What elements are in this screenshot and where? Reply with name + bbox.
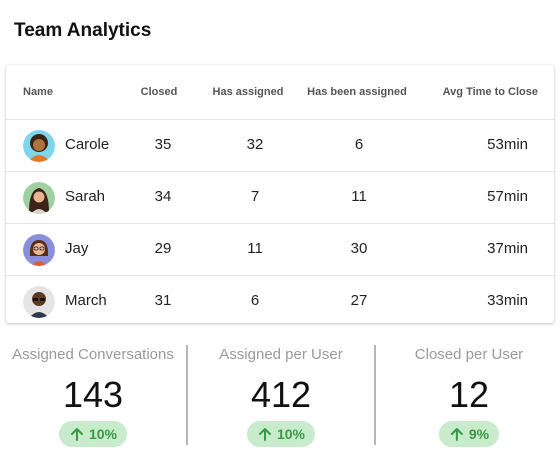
col-avg-time[interactable]: Avg Time to Close bbox=[442, 86, 538, 98]
change-badge: 10% bbox=[246, 421, 316, 447]
stat-label: Assigned Conversations bbox=[12, 346, 174, 363]
stat-closed-per-user: Closed per User 12 9% bbox=[376, 332, 560, 462]
row-has-been-assigned: 11 bbox=[351, 188, 367, 205]
stat-assigned-conversations: Assigned Conversations 143 10% bbox=[0, 332, 186, 462]
stat-label: Closed per User bbox=[414, 346, 524, 363]
row-name: Jay bbox=[65, 240, 89, 257]
row-avg-time: 33min bbox=[487, 292, 528, 309]
row-has-assigned: 11 bbox=[247, 240, 263, 257]
row-has-been-assigned: 27 bbox=[350, 292, 368, 309]
row-closed: 35 bbox=[154, 136, 172, 153]
row-name: Carole bbox=[65, 136, 110, 153]
divider bbox=[374, 345, 376, 445]
table-row[interactable]: Jay 29 11 30 37min bbox=[6, 224, 554, 276]
col-has-been-assigned[interactable]: Has been assigned bbox=[307, 86, 407, 98]
row-name: March bbox=[65, 292, 107, 309]
row-name: Sarah bbox=[65, 188, 106, 205]
table-header: Name Closed Has assigned Has been assign… bbox=[6, 65, 554, 120]
row-avg-time: 37min bbox=[487, 240, 528, 257]
col-name[interactable]: Name bbox=[23, 86, 53, 98]
arrow-up-icon bbox=[70, 428, 83, 441]
row-closed: 29 bbox=[154, 240, 172, 257]
arrow-up-icon bbox=[450, 428, 463, 441]
row-avg-time: 53min bbox=[487, 136, 528, 153]
avatar bbox=[23, 234, 55, 266]
team-table: Name Closed Has assigned Has been assign… bbox=[6, 65, 554, 323]
stat-value: 143 bbox=[62, 374, 124, 415]
row-closed: 31 bbox=[154, 292, 172, 309]
table-row[interactable]: Carole 35 32 6 53min bbox=[6, 120, 554, 172]
change-badge: 10% bbox=[58, 421, 128, 447]
row-has-been-assigned: 30 bbox=[350, 240, 368, 257]
table-row[interactable]: March 31 6 27 33min bbox=[6, 276, 554, 328]
change-badge: 9% bbox=[438, 421, 500, 447]
avatar bbox=[23, 130, 55, 162]
row-has-assigned: 7 bbox=[250, 188, 260, 205]
row-has-assigned: 32 bbox=[246, 136, 264, 153]
stat-label: Assigned per User bbox=[219, 346, 343, 363]
col-closed[interactable]: Closed bbox=[140, 86, 178, 98]
row-avg-time: 57min bbox=[487, 188, 528, 205]
col-has-assigned[interactable]: Has assigned bbox=[212, 86, 284, 98]
table-row[interactable]: Sarah 34 7 11 57min bbox=[6, 172, 554, 224]
change-value: 10% bbox=[88, 426, 118, 442]
stat-assigned-per-user: Assigned per User 412 10% bbox=[188, 332, 374, 462]
row-has-been-assigned: 6 bbox=[354, 136, 364, 153]
row-closed: 34 bbox=[154, 188, 172, 205]
change-value: 10% bbox=[276, 426, 306, 442]
divider bbox=[186, 345, 188, 445]
row-has-assigned: 6 bbox=[250, 292, 260, 309]
stat-value: 12 bbox=[448, 374, 490, 415]
change-value: 9% bbox=[468, 426, 490, 442]
avatar bbox=[23, 182, 55, 214]
stats-panel: Assigned Conversations 143 10% Assigned … bbox=[0, 332, 560, 462]
stat-value: 412 bbox=[250, 374, 312, 415]
avatar bbox=[23, 286, 55, 318]
page-title: Team Analytics bbox=[14, 20, 152, 41]
arrow-up-icon bbox=[258, 428, 271, 441]
